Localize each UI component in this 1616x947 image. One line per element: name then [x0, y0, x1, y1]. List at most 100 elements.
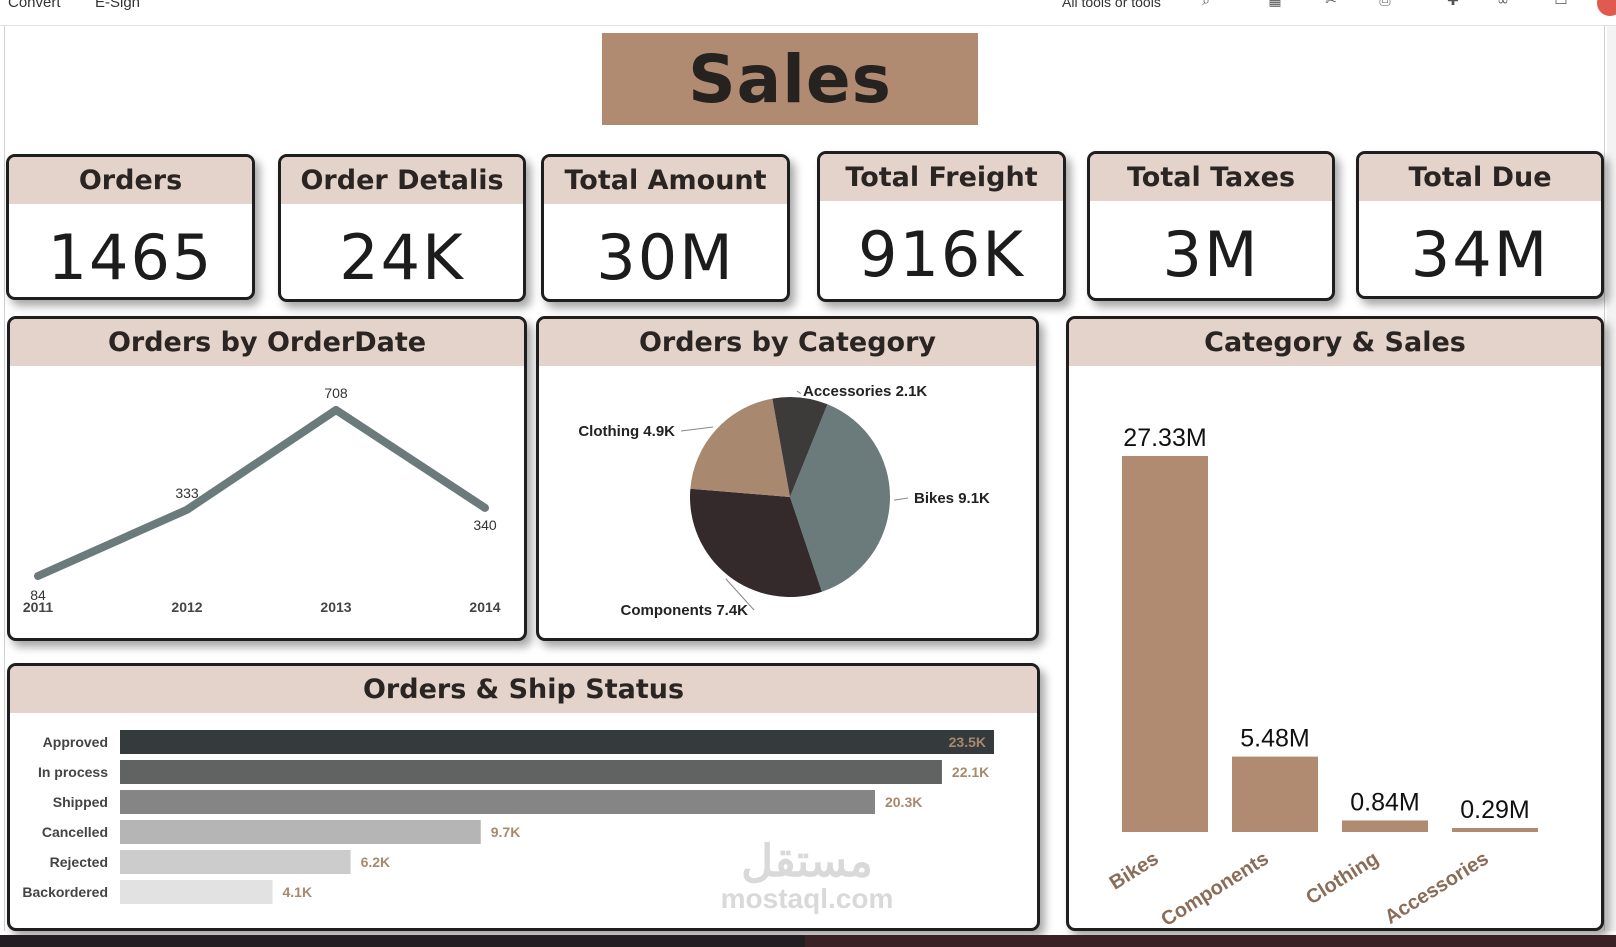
- vertical-scrollbar[interactable]: [1607, 26, 1616, 931]
- kpi-card-total-freight: Total Freight 916K: [817, 151, 1066, 302]
- y-tick-label: Approved: [43, 734, 108, 750]
- kpi-label: Total Amount: [544, 157, 787, 204]
- x-tick-label: Bikes: [1106, 848, 1163, 895]
- category-bar-components: [1232, 756, 1318, 832]
- window-icon[interactable]: ▭: [1554, 0, 1568, 9]
- data-label: 6.2K: [361, 854, 391, 870]
- status-bar-approved: [120, 730, 994, 754]
- leader-line: [796, 390, 802, 394]
- y-tick-label: Shipped: [53, 794, 108, 810]
- y-tick-label: Backordered: [22, 884, 108, 900]
- data-label: 27.33M: [1123, 424, 1206, 452]
- category-bar-accessories: [1452, 828, 1538, 832]
- grid-icon[interactable]: ▦: [1268, 0, 1282, 9]
- status-bar-backordered: [120, 880, 273, 904]
- kpi-label: Total Taxes: [1090, 154, 1332, 201]
- category-bar-bikes: [1122, 456, 1208, 832]
- chart-title: Orders by Category: [539, 319, 1036, 366]
- leader-line: [680, 426, 714, 432]
- category-sales-chart: 27.33M Bikes 5.48M Components 0.84M Clothing 0…: [1106, 424, 1538, 928]
- search-icon[interactable]: ⌕: [1202, 0, 1210, 9]
- data-label: 4.1K: [282, 884, 312, 900]
- category-bar-clothing: [1342, 820, 1428, 832]
- data-label: 22.1K: [952, 764, 989, 780]
- status-bar-in-process: [120, 760, 942, 784]
- data-label: 9.7K: [491, 824, 521, 840]
- kpi-card-total-due: Total Due 34M: [1356, 151, 1604, 299]
- status-bar-shipped: [120, 790, 875, 814]
- kpi-value: 1465: [47, 221, 214, 294]
- x-tick-label: Accessories: [1381, 848, 1493, 928]
- dashboard-title-banner: Sales: [602, 33, 978, 125]
- kpi-card-total-amount: Total Amount 30M: [541, 154, 790, 302]
- page-right-edge: [1604, 26, 1605, 931]
- chart-title: Orders & Ship Status: [10, 666, 1037, 713]
- kpi-value: 30M: [596, 221, 735, 294]
- chart-title: Category & Sales: [1069, 319, 1601, 366]
- kpi-card-order-details: Order Detalis 24K: [278, 154, 526, 302]
- x-tick-label: 2014: [469, 599, 500, 615]
- notification-dot[interactable]: [1597, 0, 1616, 16]
- menu-e-sign[interactable]: E-Sign: [95, 0, 141, 11]
- kpi-label: Total Freight: [820, 154, 1063, 201]
- y-tick-label: Cancelled: [42, 824, 108, 840]
- slice-label: Bikes 9.1K: [914, 490, 990, 507]
- kpi-value: 24K: [339, 221, 465, 294]
- slice-label: Clothing 4.9K: [578, 423, 675, 440]
- x-tick-label: Clothing: [1302, 848, 1382, 910]
- kpi-label: Order Detalis: [281, 157, 523, 204]
- kpi-label: Orders: [9, 157, 252, 204]
- all-tools-label[interactable]: All tools or tools: [1062, 0, 1161, 10]
- pie-slice-bikes: [790, 404, 890, 592]
- watermark-latin: mostaql.com: [720, 883, 894, 914]
- slice-label: Components 7.4K: [620, 602, 748, 619]
- cut-icon[interactable]: ✂: [1325, 0, 1337, 9]
- data-label: 5.48M: [1240, 725, 1309, 753]
- status-bar-cancelled: [120, 820, 481, 844]
- kpi-card-total-taxes: Total Taxes 3M: [1087, 151, 1335, 301]
- watermark-arabic: مستقل: [741, 837, 873, 886]
- kpi-value: 916K: [858, 218, 1025, 291]
- link-icon[interactable]: ∞: [1497, 0, 1509, 9]
- print-icon[interactable]: ⎙: [1379, 0, 1391, 9]
- data-label: 340: [473, 517, 497, 533]
- y-tick-label: In process: [38, 764, 108, 780]
- taskbar-segment: [805, 935, 1616, 947]
- category-sales-card: Category & Sales 27.33M Bikes 5.48M Compone…: [1066, 316, 1604, 931]
- app-toolbar: Convert E-Sign All tools or tools ⌕ ▦ ✂ …: [0, 0, 1616, 26]
- orders-by-category-card: Orders by Category Bikes 9.1K Components …: [536, 316, 1039, 641]
- watermark: مستقل mostaql.com: [702, 840, 912, 914]
- pie-slice-accessories: [772, 397, 828, 497]
- leader-line: [725, 578, 755, 611]
- dashboard-title: Sales: [688, 40, 892, 118]
- orders-by-category-chart: Bikes 9.1K Components 7.4K Clothing 4.9K Ac…: [578, 383, 990, 619]
- data-label: 23.5K: [949, 734, 986, 750]
- leader-line: [893, 497, 909, 501]
- data-label: 333: [175, 485, 199, 501]
- data-label: 0.84M: [1350, 788, 1419, 816]
- kpi-value: 3M: [1162, 218, 1260, 291]
- ship-status-card: Orders & Ship Status Approved 23.5K In pro…: [7, 663, 1040, 931]
- kpi-value: 34M: [1410, 218, 1550, 291]
- y-tick-label: Rejected: [50, 854, 108, 870]
- chart-title: Orders by OrderDate: [10, 319, 524, 366]
- menu-convert[interactable]: Convert: [8, 0, 61, 11]
- status-bar-rejected: [120, 850, 351, 874]
- x-tick-label: 2011: [23, 599, 54, 615]
- x-tick-label: 2012: [171, 599, 202, 615]
- kpi-card-orders: Orders 1465: [6, 154, 255, 300]
- pie-slice-components: [690, 488, 822, 597]
- taskbar-strip: [0, 935, 1616, 947]
- orders-line: [34, 406, 489, 580]
- x-tick-label: 2013: [320, 599, 351, 615]
- data-label: 708: [324, 385, 348, 401]
- add-comment-icon[interactable]: ✚: [1447, 0, 1459, 9]
- kpi-label: Total Due: [1359, 154, 1601, 201]
- slice-label: Accessories 2.1K: [803, 383, 927, 400]
- page-left-edge: [4, 26, 5, 931]
- ship-status-chart: Approved 23.5K In process 22.1K Shipped 20.3K…: [22, 730, 994, 904]
- data-label: 84: [30, 587, 46, 603]
- data-label: 0.29M: [1460, 796, 1529, 824]
